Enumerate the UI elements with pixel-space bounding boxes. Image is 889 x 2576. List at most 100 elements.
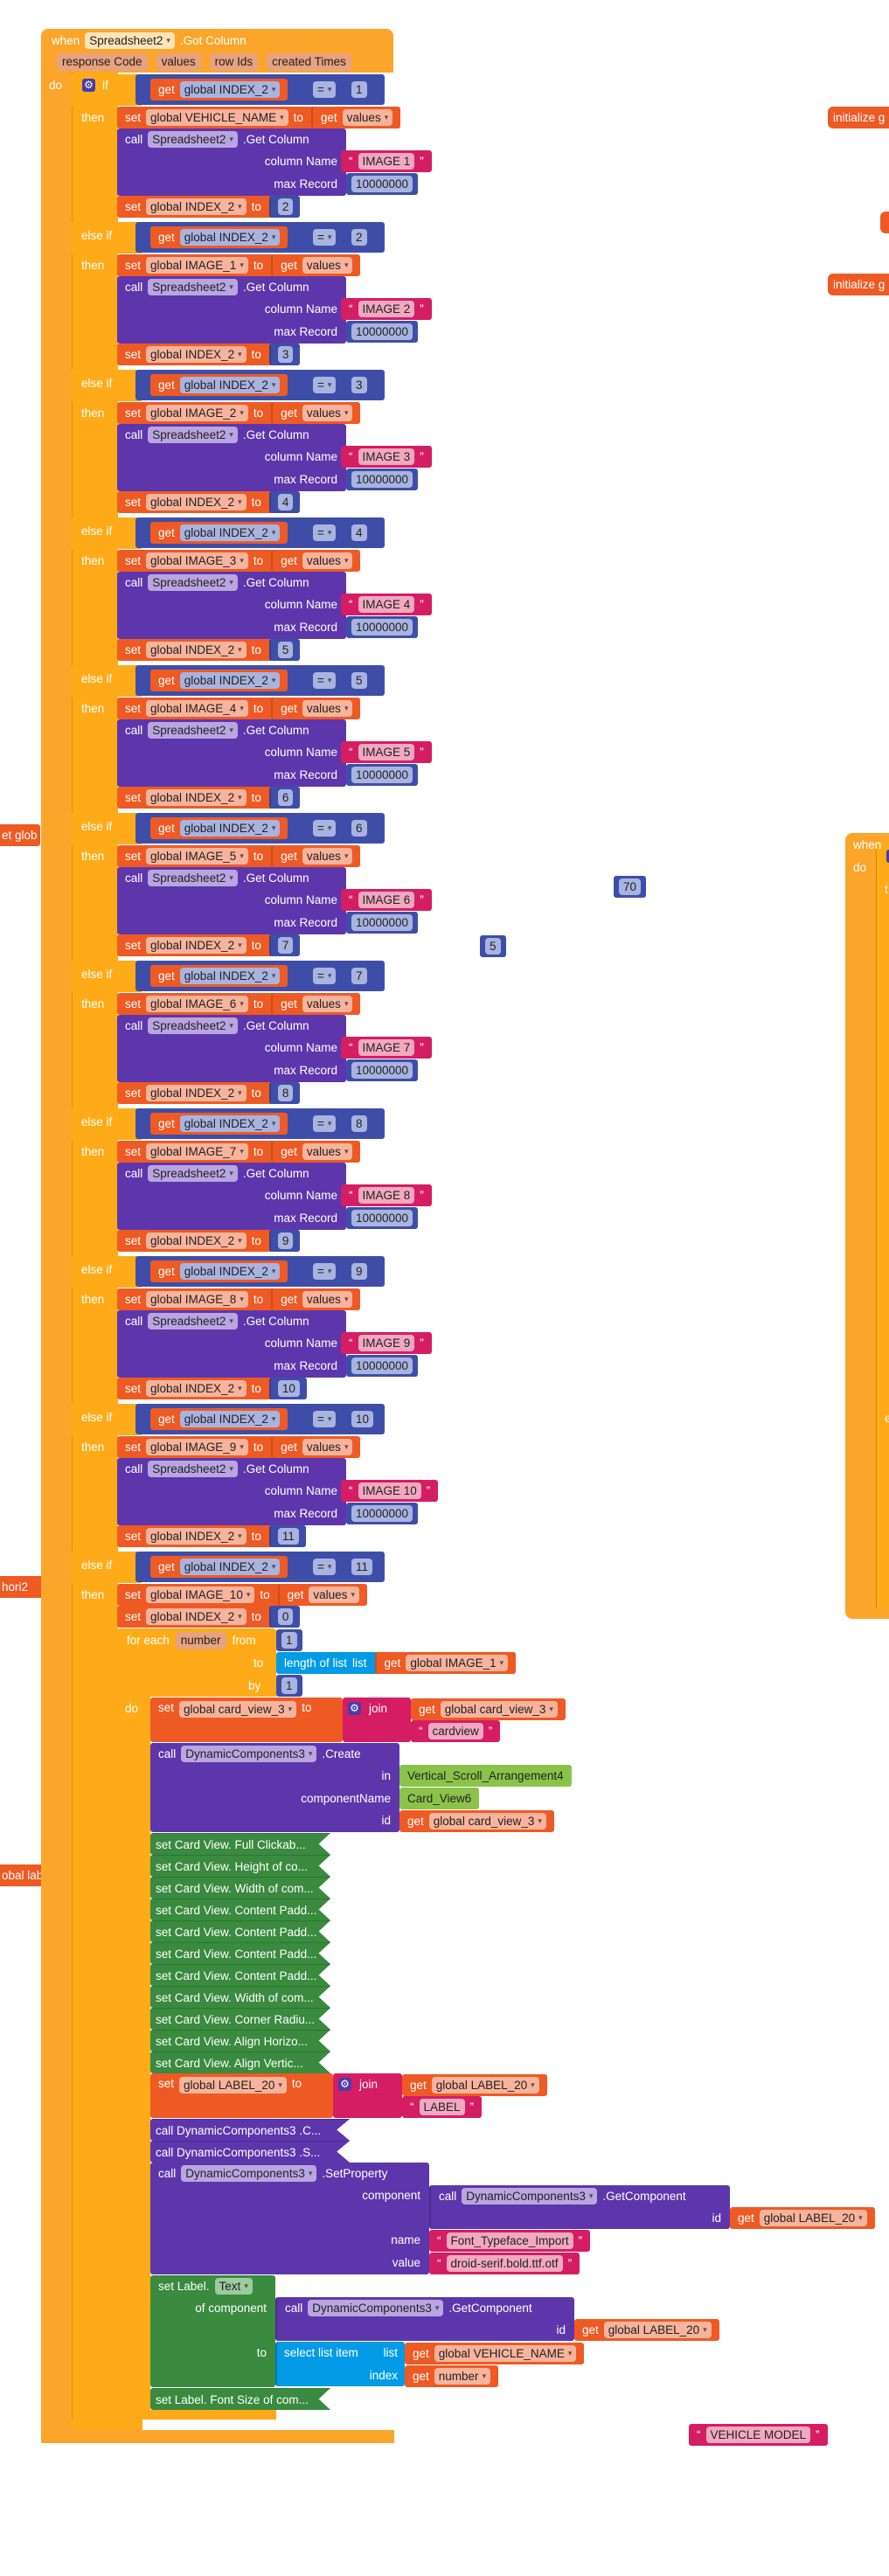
compare-block[interactable]: get global INDEX_2 = 11 [135, 1552, 385, 1582]
compare-operator[interactable]: = [310, 965, 338, 987]
get-block[interactable]: get global VEHICLE_NAME [405, 2343, 585, 2364]
variable-dropdown[interactable]: global LABEL_20 [431, 2077, 539, 2093]
text-field[interactable]: Font_Typeface_Import [446, 2232, 573, 2249]
variable-dropdown[interactable]: global INDEX_2 [146, 1528, 247, 1545]
number-field[interactable]: 10000000 [351, 767, 413, 783]
number-field[interactable]: 10000000 [351, 619, 413, 635]
get-block[interactable]: get global card_view_3 [411, 1698, 566, 1720]
variable-dropdown[interactable]: global INDEX_2 [146, 789, 247, 806]
variable-dropdown[interactable]: global VEHICLE_NAME [434, 2345, 577, 2362]
max-record-number[interactable]: 10000000 [346, 616, 419, 638]
variable-dropdown[interactable]: values [302, 700, 353, 717]
number-field[interactable]: 10000000 [351, 914, 413, 931]
variable-dropdown[interactable]: values [302, 1439, 353, 1455]
compare-operator[interactable]: = [310, 670, 338, 691]
by-number[interactable]: 1 [276, 1675, 302, 1697]
equals-dropdown[interactable]: = [313, 968, 337, 984]
variable-dropdown[interactable]: global INDEX_2 [179, 672, 281, 689]
number-field[interactable]: 5 [277, 642, 294, 658]
from-number[interactable]: 1 [276, 1629, 302, 1651]
set-card-view-block[interactable]: set global card_view_3 to [150, 1698, 343, 1742]
variable-dropdown[interactable]: values [302, 848, 353, 864]
variable-dropdown[interactable]: global INDEX_2 [179, 229, 281, 246]
get-block[interactable]: get global INDEX_2 [150, 1556, 288, 1578]
variable-dropdown[interactable]: global INDEX_2 [146, 198, 247, 215]
collapsed-card-view-setter[interactable]: set Card View. Width of com... [150, 1877, 331, 1899]
component-dropdown[interactable]: Spreadsheet2 [148, 279, 238, 295]
variable-dropdown[interactable]: values [302, 552, 353, 569]
variable-dropdown[interactable]: values [302, 405, 353, 421]
set-property-call[interactable]: call DynamicComponents3 .SetProperty compon… [150, 2163, 429, 2274]
get-block[interactable]: get global INDEX_2 [150, 374, 288, 396]
set-index-block[interactable]: set global INDEX_2 to 11 [117, 1525, 306, 1547]
number-field[interactable]: 10000000 [351, 1062, 413, 1079]
collapsed-call-block[interactable]: call DynamicComponents3 .S... [150, 2141, 351, 2163]
variable-dropdown[interactable]: global INDEX_2 [179, 1411, 281, 1427]
set-label-text-block[interactable]: set Label. Text of component to [150, 2275, 275, 2387]
get-block[interactable]: get global card_view_3 [399, 1810, 554, 1832]
number-field[interactable]: 10000000 [351, 1505, 413, 1522]
text-field[interactable]: IMAGE 6 [358, 892, 415, 908]
equals-dropdown[interactable]: = [313, 524, 337, 541]
compare-value[interactable]: 3 [350, 374, 369, 396]
loop-variable[interactable]: number [175, 1631, 226, 1649]
collapsed-card-view-setter[interactable]: set Card View. Full Clickab... [150, 1833, 331, 1855]
max-record-number[interactable]: 10000000 [346, 173, 419, 195]
set-index-block[interactable]: set global INDEX_2 to 7 [117, 934, 301, 956]
component-dropdown[interactable]: DynamicComponents3 [181, 1746, 317, 1762]
variable-dropdown[interactable]: global INDEX_2 [146, 346, 247, 363]
component-dropdown[interactable]: DynamicComponents3 [308, 2300, 444, 2316]
text-field[interactable]: IMAGE 8 [358, 1187, 415, 1204]
get-block[interactable]: get global INDEX_2 [150, 817, 288, 839]
right-if-block[interactable] [876, 842, 889, 1608]
text-field[interactable]: IMAGE 10 [358, 1482, 421, 1499]
equals-dropdown[interactable]: = [313, 820, 337, 837]
number-block[interactable]: 6 [268, 787, 301, 809]
set-variable-block[interactable]: set global IMAGE_3 to get values [117, 550, 361, 572]
set-global-fragment[interactable]: et glob [0, 824, 40, 846]
get-column-call[interactable]: call Spreadsheet2 .Get Column column Name ma… [117, 1015, 346, 1082]
if-block[interactable] [72, 73, 118, 2430]
set-variable-block[interactable]: set global IMAGE_1 to get values [117, 254, 361, 276]
compare-operator[interactable]: = [310, 226, 338, 248]
number-field[interactable]: 6 [351, 820, 367, 837]
number-field[interactable]: 1 [281, 1677, 297, 1694]
get-column-call[interactable]: call Spreadsheet2 .Get Column column Name ma… [117, 1458, 346, 1525]
number-field[interactable]: 3 [351, 377, 367, 393]
set-variable-block[interactable]: set global IMAGE_7 to get values [117, 1141, 361, 1163]
length-of-list-block[interactable]: length of list list get global IMAGE_1 [276, 1652, 517, 1674]
equals-dropdown[interactable]: = [313, 229, 337, 246]
compare-block[interactable]: get global INDEX_2 = 9 [135, 1256, 385, 1287]
variable-dropdown[interactable]: global IMAGE_10 [146, 1587, 255, 1603]
select-list-item-block[interactable]: select list item list index [275, 2342, 405, 2386]
variable-dropdown[interactable]: global INDEX_2 [179, 1559, 281, 1575]
variable-dropdown[interactable]: global INDEX_2 [146, 642, 247, 658]
number-block-70[interactable]: 70 [614, 876, 647, 898]
cardview-string[interactable]: “ cardview ” [411, 1720, 501, 1742]
text-field[interactable]: VEHICLE MODEL [705, 2427, 811, 2443]
equals-dropdown[interactable]: = [313, 1263, 337, 1280]
variable-dropdown[interactable]: global INDEX_2 [179, 968, 281, 984]
compare-value[interactable]: 1 [350, 79, 369, 101]
variable-dropdown[interactable]: global IMAGE_9 [146, 1439, 248, 1455]
compare-operator[interactable]: = [310, 817, 338, 839]
join-block[interactable]: join [343, 1698, 411, 1742]
variable-dropdown[interactable]: global IMAGE_7 [146, 1143, 248, 1160]
number-field[interactable]: 4 [351, 524, 367, 541]
number-field[interactable]: 8 [277, 1085, 294, 1101]
variable-dropdown[interactable]: global LABEL_20 [179, 2077, 287, 2093]
number-field[interactable]: 11 [351, 1559, 373, 1575]
number-field[interactable]: 10000000 [351, 1210, 413, 1226]
create-call[interactable]: call DynamicComponents3 .Create in component… [150, 1743, 399, 1832]
collapsed-card-view-setter[interactable]: set Card View. Width of com... [150, 1986, 331, 2008]
variable-dropdown[interactable]: values [302, 996, 353, 1012]
card-view-component-block[interactable]: Card_View6 [399, 1788, 480, 1809]
compare-operator[interactable]: = [310, 1260, 338, 1282]
label-string[interactable]: “ LABEL ” [402, 2096, 483, 2118]
mutator-gear-icon[interactable] [338, 2078, 351, 2091]
compare-block[interactable]: get global INDEX_2 = 3 [135, 370, 385, 400]
get-block[interactable]: get global INDEX_2 [150, 1113, 288, 1135]
compare-value[interactable]: 11 [350, 1556, 374, 1578]
compare-value[interactable]: 7 [350, 965, 369, 987]
variable-dropdown[interactable]: global INDEX_2 [146, 937, 247, 954]
